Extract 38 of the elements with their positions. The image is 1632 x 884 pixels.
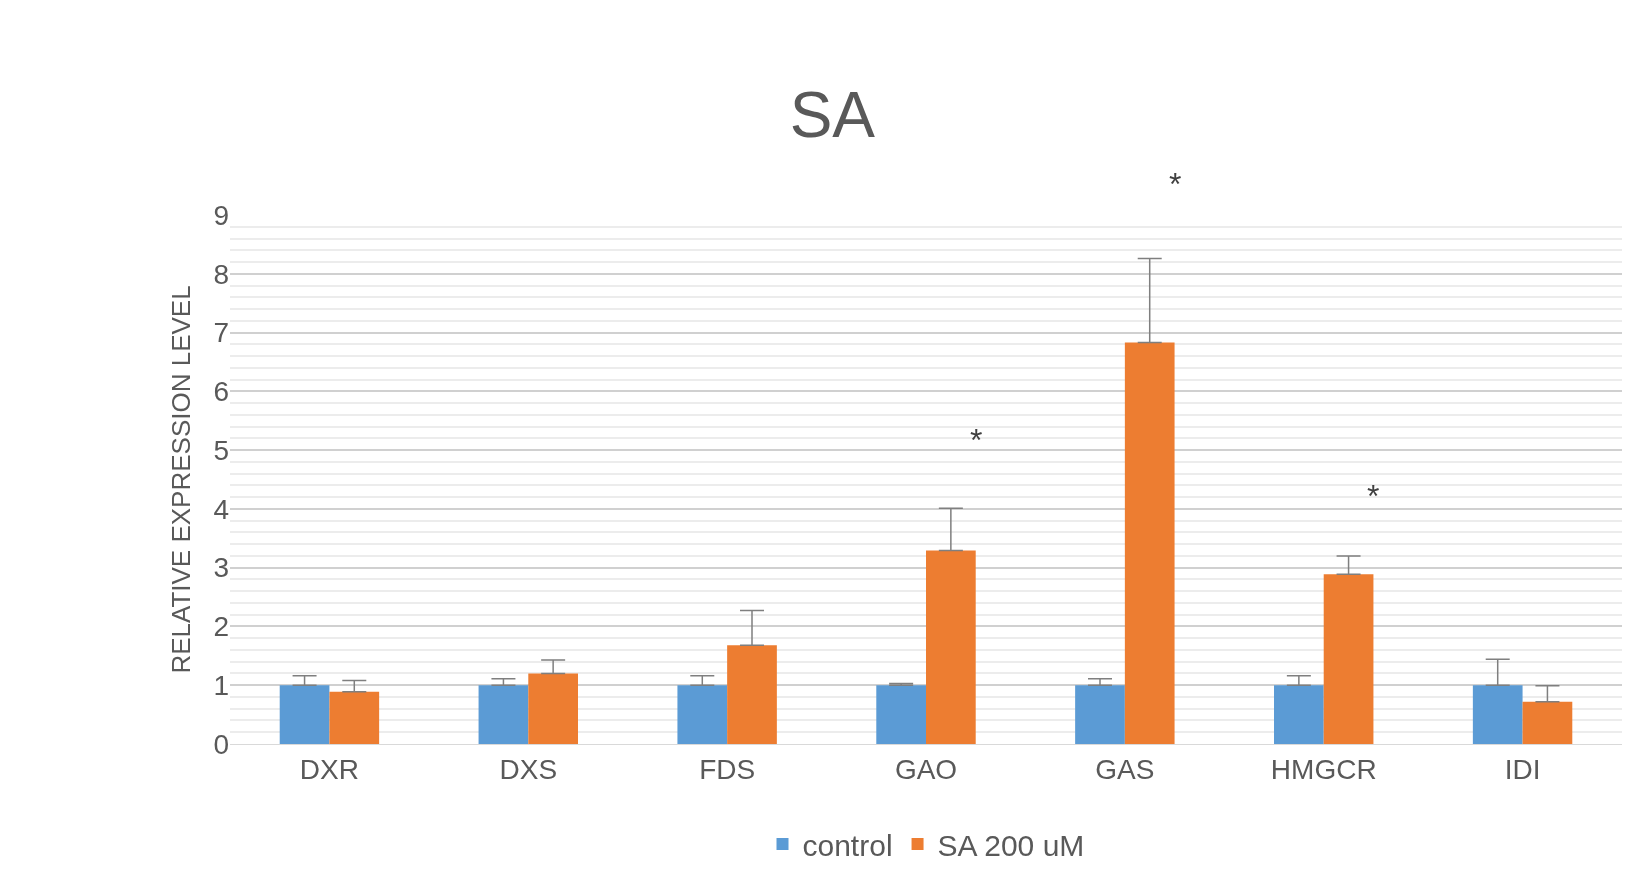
x-tick-label: IDI: [1504, 753, 1541, 785]
x-tick-label: GAO: [894, 753, 958, 785]
legend-label: control: [802, 828, 893, 862]
y-tick-label: 7: [213, 317, 229, 349]
x-tick-label: DXR: [299, 753, 359, 785]
y-axis-title: RELATIVE EXPRESSION LEVEL: [165, 285, 196, 674]
bar: [1522, 701, 1573, 744]
bar: [1274, 685, 1324, 744]
y-tick-label: 1: [213, 670, 229, 702]
x-tick-label: HMGCR: [1270, 753, 1377, 785]
bar: [1323, 574, 1374, 744]
y-tick-label: 8: [213, 258, 229, 290]
bar: [528, 673, 578, 744]
x-tick-label: FDS: [699, 753, 756, 785]
x-tick-label: DXS: [499, 753, 558, 785]
y-tick-label: 5: [213, 434, 229, 466]
bar: [677, 685, 728, 744]
x-tick-label: GAS: [1095, 753, 1155, 785]
bar: [876, 685, 926, 744]
legend-label: SA 200 uM: [937, 828, 1085, 862]
annotation: *: [1367, 478, 1380, 514]
bar: [727, 645, 777, 744]
chart-title: SA: [789, 79, 876, 152]
bar: [1124, 342, 1175, 744]
bar: [478, 685, 529, 744]
bar: [926, 550, 976, 744]
y-tick-label: 3: [213, 552, 229, 584]
bar: [1075, 685, 1125, 744]
bar: [1472, 685, 1523, 744]
y-tick-label: 4: [213, 493, 229, 525]
text: *: [1169, 166, 1182, 202]
y-tick-label: 9: [213, 199, 229, 231]
y-tick-label: 0: [213, 728, 229, 760]
y-tick-label: 2: [213, 611, 229, 643]
annotation: *: [970, 422, 983, 458]
bar: [329, 691, 380, 744]
y-tick-label: 6: [213, 376, 229, 408]
bar: [279, 685, 330, 744]
